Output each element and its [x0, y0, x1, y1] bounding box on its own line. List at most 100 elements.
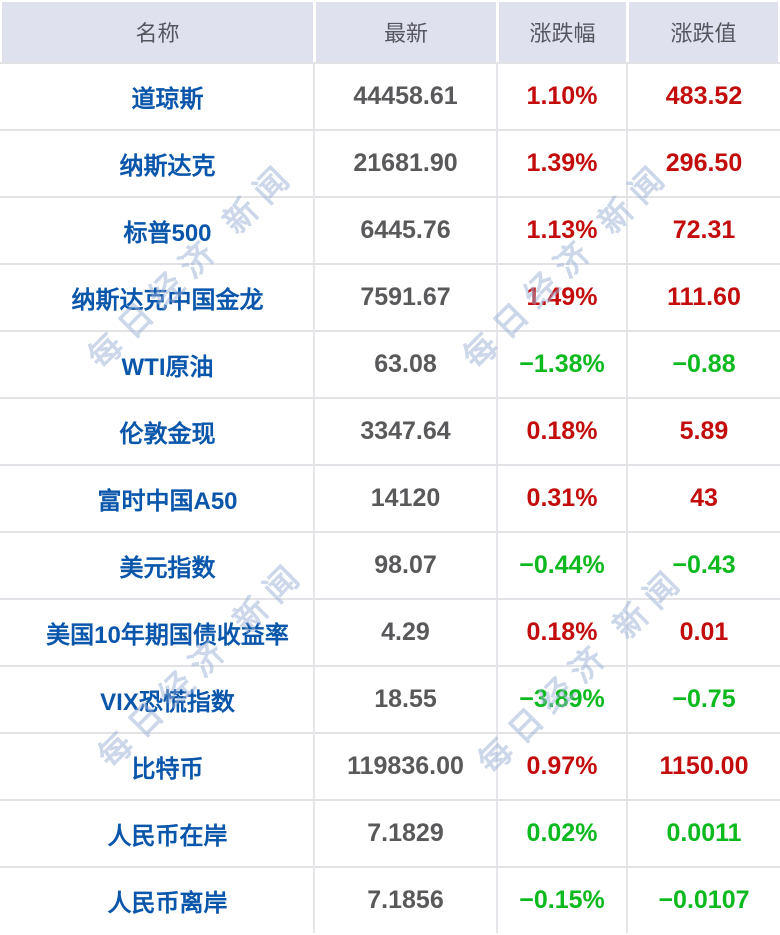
change-value-cell: 5.89 [628, 399, 780, 464]
last-cell: 3347.64 [315, 399, 498, 464]
table-row: 美国10年期国债收益率 4.29 0.18% 0.01 [0, 598, 780, 665]
name-cell: 纳斯达克中国金龙 [0, 265, 315, 330]
change-percent-cell: −0.44% [498, 533, 628, 598]
instrument-name: 道琼斯 [131, 86, 204, 113]
name-cell: 伦敦金现 [0, 399, 315, 464]
change-value-cell: 0.01 [628, 600, 780, 665]
name-cell: 纳斯达克 [0, 131, 315, 196]
last-price: 63.08 [374, 350, 437, 378]
table-row: 纳斯达克中国金龙 7591.67 1.49% 111.60 [0, 263, 780, 330]
change-value: 72.31 [672, 216, 736, 244]
change-percent: 1.39% [526, 149, 598, 177]
table-row: 人民币离岸 7.1856 −0.15% −0.0107 [0, 866, 780, 933]
change-value: 0.0011 [666, 819, 742, 847]
change-percent-cell: 0.31% [498, 466, 628, 531]
change-percent-cell: −3.89% [498, 667, 628, 732]
change-percent: 1.10% [526, 82, 598, 110]
change-value: 0.01 [679, 618, 729, 646]
instrument-name: 标普500 [123, 220, 212, 247]
change-percent: −0.44% [519, 551, 605, 579]
change-value: −0.88 [672, 350, 736, 378]
change-percent-cell: 0.02% [498, 801, 628, 866]
last-cell: 21681.90 [315, 131, 498, 196]
column-header-change-percent: 涨跌幅 [499, 2, 626, 62]
last-price: 7591.67 [360, 283, 451, 311]
last-price: 44458.61 [353, 82, 458, 110]
change-percent-cell: 0.97% [498, 734, 628, 799]
name-cell: 人民币离岸 [0, 868, 315, 933]
change-percent: 1.13% [526, 216, 598, 244]
table-body: 道琼斯 44458.61 1.10% 483.52 纳斯达克 21681.90 … [0, 62, 780, 933]
change-value: 483.52 [665, 82, 743, 110]
change-value-cell: −0.43 [628, 533, 780, 598]
column-header-change-value: 涨跌值 [629, 2, 778, 62]
column-header-name: 名称 [2, 2, 313, 62]
last-price: 7.1856 [367, 886, 444, 914]
table-row: 标普500 6445.76 1.13% 72.31 [0, 196, 780, 263]
change-value: 5.89 [679, 417, 729, 445]
change-percent: −3.89% [519, 685, 605, 713]
change-percent: −0.15% [519, 886, 605, 914]
name-cell: 富时中国A50 [0, 466, 315, 531]
change-percent: 1.49% [526, 283, 598, 311]
table-row: 人民币在岸 7.1829 0.02% 0.0011 [0, 799, 780, 866]
change-value-cell: 296.50 [628, 131, 780, 196]
last-price: 14120 [370, 484, 441, 512]
change-percent: 0.18% [526, 618, 598, 646]
last-cell: 63.08 [315, 332, 498, 397]
last-cell: 98.07 [315, 533, 498, 598]
last-price: 21681.90 [353, 149, 458, 177]
last-cell: 18.55 [315, 667, 498, 732]
change-percent-cell: 0.18% [498, 399, 628, 464]
last-price: 4.29 [381, 618, 430, 646]
change-value: 1150.00 [659, 752, 749, 780]
change-percent-cell: 1.13% [498, 198, 628, 263]
change-value-cell: 1150.00 [628, 734, 780, 799]
name-cell: 比特币 [0, 734, 315, 799]
name-cell: 美国10年期国债收益率 [0, 600, 315, 665]
table-row: 道琼斯 44458.61 1.10% 483.52 [0, 62, 780, 129]
change-value-cell: −0.88 [628, 332, 780, 397]
instrument-name: 纳斯达克 [119, 153, 216, 180]
instrument-name: 比特币 [131, 756, 204, 783]
instrument-name: WTI原油 [121, 354, 214, 381]
change-value: −0.43 [672, 551, 736, 579]
table-row: 纳斯达克 21681.90 1.39% 296.50 [0, 129, 780, 196]
change-value-cell: 43 [628, 466, 780, 531]
change-percent-cell: −1.38% [498, 332, 628, 397]
last-price: 7.1829 [367, 819, 444, 847]
instrument-name: 伦敦金现 [119, 421, 216, 448]
instrument-name: VIX恐慌指数 [100, 689, 235, 716]
last-cell: 7.1856 [315, 868, 498, 933]
instrument-name: 人民币在岸 [107, 823, 228, 850]
last-price: 3347.64 [360, 417, 451, 445]
change-percent: 0.02% [526, 819, 598, 847]
last-cell: 7591.67 [315, 265, 498, 330]
change-value-cell: 0.0011 [628, 801, 780, 866]
change-percent: 0.31% [526, 484, 598, 512]
change-percent: −1.38% [519, 350, 605, 378]
name-cell: VIX恐慌指数 [0, 667, 315, 732]
change-percent-cell: 1.10% [498, 64, 628, 129]
name-cell: 美元指数 [0, 533, 315, 598]
name-cell: WTI原油 [0, 332, 315, 397]
change-value-cell: 483.52 [628, 64, 780, 129]
instrument-name: 美元指数 [119, 555, 216, 582]
table-row: VIX恐慌指数 18.55 −3.89% −0.75 [0, 665, 780, 732]
last-cell: 119836.00 [315, 734, 498, 799]
last-cell: 7.1829 [315, 801, 498, 866]
change-value-cell: 111.60 [628, 265, 780, 330]
change-value: 111.60 [667, 283, 741, 311]
instrument-name: 纳斯达克中国金龙 [71, 287, 264, 314]
last-price: 18.55 [374, 685, 437, 713]
change-percent-cell: 0.18% [498, 600, 628, 665]
name-cell: 标普500 [0, 198, 315, 263]
instrument-name: 富时中国A50 [97, 488, 238, 515]
table-row: 比特币 119836.00 0.97% 1150.00 [0, 732, 780, 799]
change-value: −0.75 [672, 685, 736, 713]
change-percent-cell: 1.49% [498, 265, 628, 330]
last-cell: 4.29 [315, 600, 498, 665]
table-row: 富时中国A50 14120 0.31% 43 [0, 464, 780, 531]
name-cell: 人民币在岸 [0, 801, 315, 866]
